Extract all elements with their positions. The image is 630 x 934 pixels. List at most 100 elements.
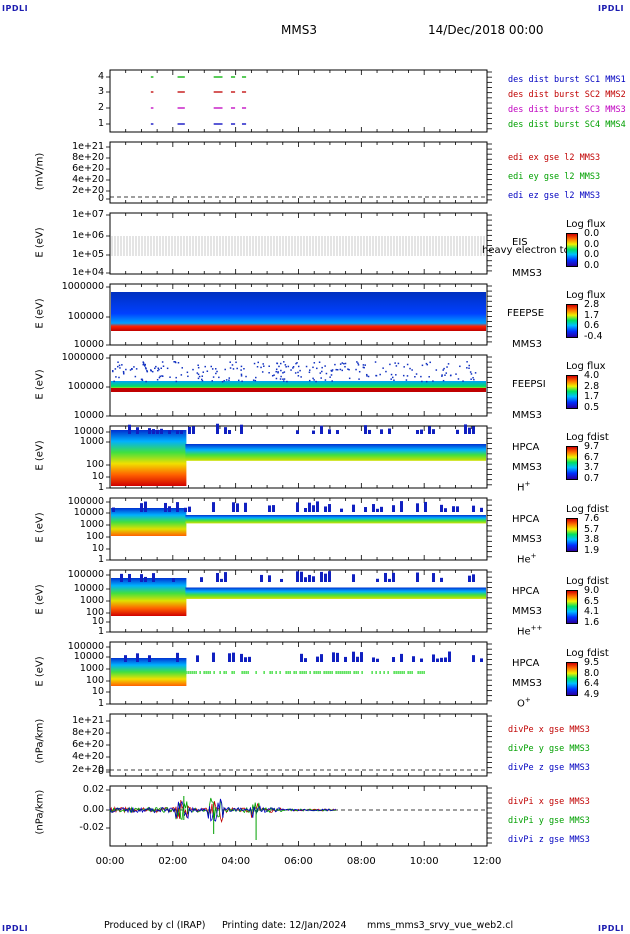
sparse-pixel	[158, 368, 160, 371]
colorbar-tick: 3.8	[584, 534, 600, 546]
sparse-pixel	[425, 362, 428, 365]
x-tick-label: 02:00	[158, 856, 188, 867]
colorbar-title: Log fdist	[566, 432, 609, 443]
sparse-pixel	[440, 577, 443, 582]
y-axis-label: E (eV)	[34, 440, 46, 471]
sparse-pixel	[444, 657, 447, 662]
sparse-pixel	[328, 429, 331, 434]
sparse-pixel	[392, 657, 395, 662]
sparse-pixel	[271, 375, 274, 377]
sparse-pixel	[394, 362, 396, 364]
sparse-pixel	[289, 671, 291, 674]
sparse-pixel	[312, 366, 314, 369]
sparse-pixel	[331, 370, 333, 372]
sparse-pixel	[214, 368, 217, 370]
sparse-pixel	[470, 378, 472, 380]
legend-entry: divPi z gse MMS3	[508, 835, 590, 845]
sparse-pixel	[180, 374, 183, 376]
sparse-pixel	[456, 429, 459, 434]
spacecraft-label: MMS3	[512, 410, 542, 421]
y-tick-label: 10000	[73, 426, 104, 437]
sparse-pixel	[134, 375, 137, 378]
sparse-pixel	[273, 374, 275, 376]
colorbar-title: Log flux	[566, 219, 606, 230]
sparse-pixel	[186, 371, 189, 374]
x-tick-label: 08:00	[346, 856, 376, 867]
sparse-pixel	[275, 370, 277, 373]
sparse-pixel	[135, 368, 138, 370]
sparse-pixel	[411, 369, 413, 371]
sparse-pixel	[240, 375, 243, 377]
sparse-pixel	[362, 366, 365, 369]
sparse-pixel	[282, 380, 285, 382]
sparse-pixel	[128, 573, 131, 582]
sparse-pixel	[157, 369, 159, 372]
sparse-pixel	[313, 671, 315, 674]
sparse-pixel	[455, 373, 457, 375]
date-title: 14/Dec/2018 00:00	[428, 23, 544, 37]
y-axis-label: E (eV)	[34, 368, 46, 400]
sparse-pixel	[316, 501, 319, 512]
legend-entry: divPe x gse MMS3	[508, 725, 590, 735]
sparse-pixel	[420, 429, 423, 434]
sparse-pixel	[391, 376, 394, 379]
sparse-pixel	[331, 671, 333, 674]
colorbar-tick: 9.7	[584, 441, 600, 452]
y-tick-label: 10	[91, 471, 104, 482]
sparse-pixel	[319, 372, 322, 374]
sparse-pixel	[216, 370, 218, 373]
sparse-pixel	[189, 671, 191, 674]
colorbar	[566, 590, 578, 624]
sparse-pixel	[232, 502, 235, 512]
sparse-pixel	[174, 361, 176, 363]
colorbar-tick: 0.0	[584, 260, 600, 271]
sparse-pixel	[287, 671, 289, 674]
sparse-pixel	[220, 578, 223, 582]
sparse-pixel	[293, 671, 295, 674]
sparse-pixel	[347, 368, 349, 370]
sparse-pixel	[284, 364, 287, 366]
legend-entry: divPe z gse MMS3	[508, 763, 590, 773]
sparse-pixel	[341, 362, 344, 364]
sparse-pixel	[400, 653, 403, 662]
corner-label-bl: IPDLI	[2, 924, 29, 933]
sparse-pixel	[202, 371, 205, 373]
sparse-pixel	[263, 671, 265, 674]
sparse-pixel	[205, 671, 207, 674]
colorbar-tick: 6.7	[584, 451, 600, 463]
species-charge: ++	[530, 624, 543, 632]
sparse-pixel	[211, 380, 213, 382]
sparse-pixel	[164, 502, 167, 512]
sparse-pixel	[334, 363, 336, 366]
y-axis-label: (nPa/km)	[34, 789, 46, 835]
sparse-pixel	[407, 671, 409, 674]
y-tick-label: 2e+20	[72, 764, 104, 775]
sparse-pixel	[331, 369, 334, 371]
sparse-pixel	[198, 375, 201, 378]
sparse-pixel	[480, 658, 483, 662]
x-tick-label: 06:00	[284, 856, 313, 867]
sparse-pixel	[375, 671, 377, 674]
sparse-pixel	[349, 671, 351, 674]
sparse-pixel	[185, 671, 187, 674]
species-label: He+	[517, 552, 537, 565]
colorbar-tick: 0.6	[584, 320, 600, 332]
sparse-pixel	[421, 380, 423, 383]
spectrogram-early	[111, 430, 187, 486]
overlay-label: heavy electron to	[482, 245, 570, 256]
sparse-pixel	[415, 373, 418, 375]
species-name: H	[517, 482, 525, 494]
sparse-pixel	[423, 671, 425, 674]
sparse-pixel	[317, 671, 319, 674]
sparse-pixel	[240, 424, 243, 434]
sparse-pixel	[466, 361, 468, 363]
sparse-pixel	[280, 375, 282, 378]
sparse-pixel	[260, 574, 263, 582]
sparse-pixel	[411, 671, 413, 674]
legend-entry: edi ey gse l2 MMS3	[508, 172, 601, 182]
sparse-pixel	[446, 366, 448, 368]
sparse-pixel	[210, 365, 212, 368]
sparse-pixel	[421, 364, 424, 367]
colorbar-tick: 1.9	[584, 545, 600, 556]
sparse-pixel	[282, 372, 284, 374]
